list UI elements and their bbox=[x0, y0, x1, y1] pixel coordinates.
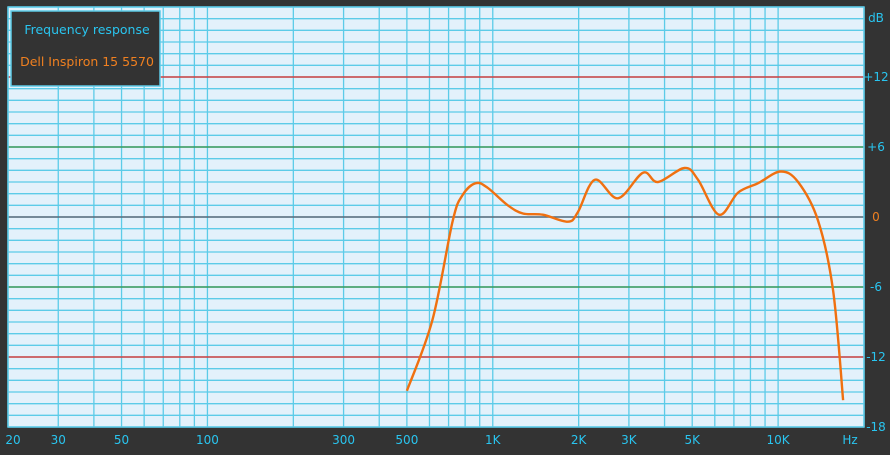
x-tick-label: 50 bbox=[114, 433, 129, 447]
y-tick-label: -12 bbox=[866, 350, 886, 364]
series-layer bbox=[405, 166, 845, 401]
y-tick-label: +12 bbox=[863, 70, 888, 84]
y-tick-label: +6 bbox=[867, 140, 885, 154]
x-axis-label: Hz bbox=[842, 433, 857, 447]
y-tick-label: -6 bbox=[870, 280, 882, 294]
y-tick-label: 0 bbox=[872, 210, 880, 224]
plot-border bbox=[7, 6, 865, 428]
y-axis-label: dB bbox=[868, 11, 884, 25]
x-tick-label: 1K bbox=[485, 433, 502, 447]
x-tick-label: 100 bbox=[196, 433, 219, 447]
x-tick-label: 300 bbox=[332, 433, 355, 447]
legend-box bbox=[10, 10, 161, 87]
legend: Frequency response Dell Inspiron 15 5570 bbox=[10, 10, 161, 87]
series-line bbox=[405, 166, 845, 401]
x-tick-label: 2K bbox=[571, 433, 588, 447]
legend-title: Frequency response bbox=[24, 22, 150, 37]
x-tick-label: 3K bbox=[621, 433, 638, 447]
legend-series-name: Dell Inspiron 15 5570 bbox=[20, 54, 154, 69]
x-tick-labels: 20 30 50 100 300 500 1K 2K 3K 5K 10K bbox=[5, 433, 790, 447]
x-tick-label: 5K bbox=[684, 433, 701, 447]
x-tick-label: 20 bbox=[5, 433, 20, 447]
x-tick-label: 500 bbox=[395, 433, 418, 447]
y-tick-labels: +12 +6 0 -6 -12 -18 bbox=[863, 70, 888, 434]
x-tick-label: 10K bbox=[767, 433, 791, 447]
y-tick-label: -18 bbox=[866, 420, 886, 434]
x-tick-label: 30 bbox=[51, 433, 66, 447]
